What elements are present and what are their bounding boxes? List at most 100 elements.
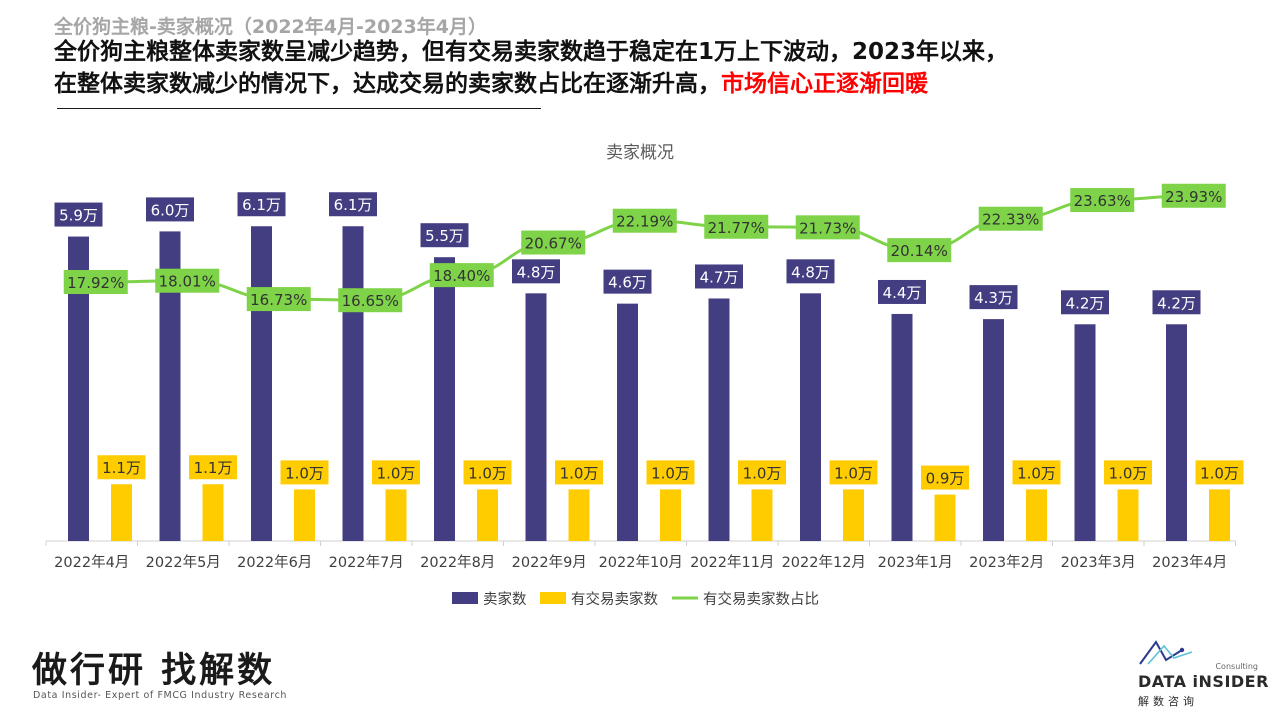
ratio-data-label: 20.14%	[891, 242, 948, 260]
brand-logo: Consulting DATA iNSIDER 解数咨询	[1134, 636, 1268, 712]
ratio-data-label: 23.93%	[1165, 188, 1222, 206]
x-tick-label: 2022年10月	[599, 554, 683, 571]
seller-bar	[1074, 324, 1096, 541]
ratio-data-label-bg	[1161, 183, 1226, 208]
trading-seller-bar	[1026, 489, 1047, 541]
ratio-data-label-bg	[887, 238, 952, 263]
seller-data-label-bg	[603, 269, 652, 294]
headline-line-1: 全价狗主粮整体卖家数呈减少趋势，但有交易卖家数趋于稳定在1万上下波动，2023年…	[54, 39, 1009, 65]
x-tick-label: 2022年4月	[54, 554, 129, 571]
seller-data-label: 6.0万	[151, 201, 190, 219]
x-tick-label: 2023年2月	[969, 554, 1044, 571]
seller-data-label-bg	[1061, 290, 1109, 315]
page-headline: 全价狗主粮整体卖家数呈减少趋势，但有交易卖家数趋于稳定在1万上下波动，2023年…	[54, 36, 1254, 100]
seller-data-label-bg	[512, 259, 560, 284]
ratio-data-label-bg	[612, 208, 677, 233]
seller-data-label-bg	[420, 223, 469, 248]
trading-seller-data-label: 1.0万	[743, 464, 782, 482]
seller-bar	[891, 313, 913, 541]
page-subtitle: 全价狗主粮-卖家概况（2022年4月-2023年4月）	[54, 16, 487, 38]
headline-highlight: 市场信心正逐渐回暖	[721, 71, 928, 97]
ratio-data-label-bg	[795, 215, 860, 240]
ratio-data-label-bg	[704, 214, 769, 239]
seller-data-label: 4.8万	[517, 263, 556, 281]
seller-bar	[1166, 324, 1187, 541]
trading-seller-bar	[385, 489, 407, 541]
seller-data-label-bg	[695, 264, 743, 289]
ratio-data-label-bg	[246, 287, 311, 312]
seller-data-label: 6.1万	[242, 196, 281, 214]
ratio-data-label: 23.63%	[1074, 192, 1131, 210]
seller-data-label: 4.8万	[791, 263, 830, 281]
seller-bar	[800, 293, 821, 541]
ratio-data-label-bg	[63, 270, 128, 294]
x-tick-label: 2022年5月	[146, 554, 221, 571]
brand-consulting: Consulting	[1215, 662, 1258, 671]
ratio-data-label: 16.73%	[250, 291, 307, 309]
trading-seller-data-label-bg	[463, 460, 512, 485]
ratio-data-label-bg	[155, 268, 220, 293]
trading-seller-bar	[660, 489, 681, 541]
seller-bar	[68, 236, 89, 541]
seller-data-label: 4.2万	[1066, 294, 1105, 312]
trading-seller-data-label: 1.1万	[102, 459, 141, 477]
legend-label: 有交易卖家数占比	[703, 590, 819, 608]
trading-seller-data-label: 1.0万	[468, 464, 507, 482]
seller-bar	[525, 293, 547, 541]
ratio-data-label-bg	[521, 230, 586, 255]
legend-swatch	[452, 592, 478, 604]
ratio-data-label: 21.73%	[799, 219, 856, 237]
trading-seller-data-label-bg	[921, 465, 969, 490]
seller-bar	[342, 226, 364, 542]
ratio-data-label: 16.65%	[342, 292, 399, 310]
trading-seller-data-label-bg	[280, 460, 329, 485]
ratio-data-label-bg	[978, 206, 1043, 231]
legend-label: 有交易卖家数	[571, 590, 658, 608]
trading-seller-bar	[1117, 489, 1139, 541]
trading-seller-data-label-bg	[1104, 460, 1152, 485]
tagline: Data Insider- Expert of FMCG Industry Re…	[33, 690, 288, 701]
chart-title: 卖家概况	[606, 143, 674, 163]
data-insider-logo-icon	[1139, 640, 1193, 665]
brand-cn: 解数咨询	[1138, 695, 1198, 708]
seller-data-label: 5.5万	[425, 227, 464, 245]
trading-seller-data-label-bg	[738, 460, 786, 485]
seller-data-label-bg	[969, 285, 1018, 310]
seller-bar	[617, 303, 638, 541]
x-tick-label: 2022年7月	[329, 554, 404, 571]
slogan: 做行研 找解数	[32, 651, 276, 691]
ratio-data-label: 22.19%	[616, 213, 673, 231]
seller-bar	[159, 231, 181, 541]
trading-seller-data-label: 1.0万	[834, 464, 873, 482]
ratio-data-label: 21.77%	[708, 219, 765, 237]
seller-data-label-bg	[878, 279, 926, 304]
trading-seller-data-label: 1.0万	[1017, 464, 1056, 482]
ratio-data-label: 18.40%	[433, 267, 490, 285]
seller-bar	[708, 298, 730, 541]
ratio-data-label-bg	[338, 288, 403, 313]
trading-seller-data-label-bg	[646, 460, 695, 485]
x-tick-label: 2023年4月	[1152, 554, 1227, 571]
legend-swatch	[540, 592, 566, 604]
seller-data-label-bg	[237, 192, 286, 217]
seller-data-label: 6.1万	[334, 196, 373, 214]
trading-seller-data-label-bg	[1195, 460, 1244, 485]
trading-seller-bar	[568, 489, 590, 541]
trading-seller-data-label: 1.0万	[560, 464, 599, 482]
trading-seller-data-label: 1.0万	[651, 464, 690, 482]
trading-seller-data-label: 0.9万	[926, 470, 965, 488]
ratio-data-label: 18.01%	[159, 273, 216, 291]
trading-seller-bar	[294, 489, 315, 541]
ratio-data-label: 22.33%	[982, 211, 1039, 229]
trading-seller-bar	[751, 489, 773, 541]
seller-overview-chart: 卖家概况 2022年4月 2022年5月 2022年6月 2022年7月 2022年8月 2…	[45, 143, 1244, 608]
x-tick-label: 2023年1月	[878, 554, 953, 571]
seller-data-label-bg	[329, 192, 377, 217]
seller-data-label-bg	[54, 202, 103, 227]
seller-data-label: 4.4万	[883, 284, 922, 302]
seller-data-label: 4.7万	[700, 268, 739, 286]
trading-seller-bar	[202, 484, 224, 541]
trading-seller-data-label-bg	[97, 455, 146, 480]
ratio-data-label-bg	[429, 263, 494, 288]
trading-seller-bar	[111, 484, 132, 541]
